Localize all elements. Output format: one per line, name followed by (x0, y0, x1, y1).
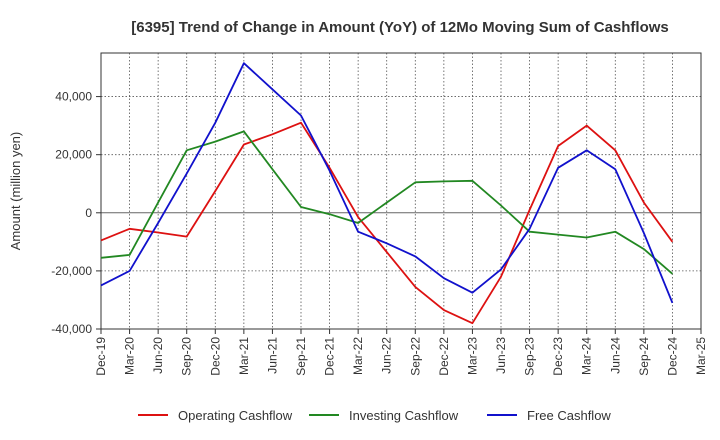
x-tick-label: Mar-21 (237, 337, 251, 375)
x-tick-label: Jun-20 (151, 337, 165, 374)
plot-area (100, 52, 702, 330)
grid-lines (100, 53, 702, 330)
x-tick-label: Jun-24 (608, 337, 622, 374)
legend: Operating Cashflow Investing Cashflow Free… (138, 408, 611, 423)
y-tick-label: 40,000 (55, 90, 92, 104)
x-tick-label: Mar-22 (351, 337, 365, 375)
x-tick-label: Sep-21 (294, 337, 308, 376)
x-tick-label: Jun-22 (380, 337, 394, 374)
x-tick-label: Dec-20 (208, 337, 222, 376)
x-tick-label: Dec-22 (437, 337, 451, 376)
x-tick-label: Jun-21 (265, 337, 279, 374)
x-tick-label: Dec-21 (323, 337, 337, 376)
x-tick-label: Mar-24 (580, 337, 594, 375)
x-tick-label: Dec-23 (551, 337, 565, 376)
y-tick-label: -20,000 (51, 264, 92, 278)
y-axis-label: Amount (million yen) (8, 132, 23, 251)
y-axis-ticks: -40,000 -20,000 0 20,000 40,000 (51, 90, 101, 336)
legend-label-operating-cashflow: Operating Cashflow (178, 408, 293, 423)
y-tick-label: 20,000 (55, 148, 92, 162)
series-lines (100, 62, 674, 325)
x-tick-label: Dec-24 (665, 337, 679, 376)
x-tick-label: Jun-23 (494, 337, 508, 374)
x-tick-label: Mar-23 (465, 337, 479, 375)
y-tick-label: 0 (85, 206, 92, 220)
x-tick-label: Sep-20 (180, 337, 194, 376)
investing-cashflow-line (100, 130, 673, 275)
x-tick-label: Sep-22 (408, 337, 422, 376)
x-tick-label: Dec-19 (94, 337, 108, 376)
y-tick-label: -40,000 (51, 322, 92, 336)
free-cashflow-line (100, 62, 674, 304)
chart-title: [6395] Trend of Change in Amount (YoY) o… (131, 19, 669, 36)
x-tick-label: Sep-24 (637, 337, 651, 376)
x-tick-label: Mar-25 (694, 337, 708, 375)
x-tick-label: Sep-23 (523, 337, 537, 376)
legend-label-investing-cashflow: Investing Cashflow (349, 408, 459, 423)
x-axis-ticks: Dec-19 Mar-20 Jun-20 Sep-20 Dec-20 Mar-21 Jun-… (94, 329, 708, 376)
legend-label-free-cashflow: Free Cashflow (527, 408, 611, 423)
x-tick-label: Mar-20 (123, 337, 137, 375)
operating-cashflow-line (100, 121, 674, 325)
